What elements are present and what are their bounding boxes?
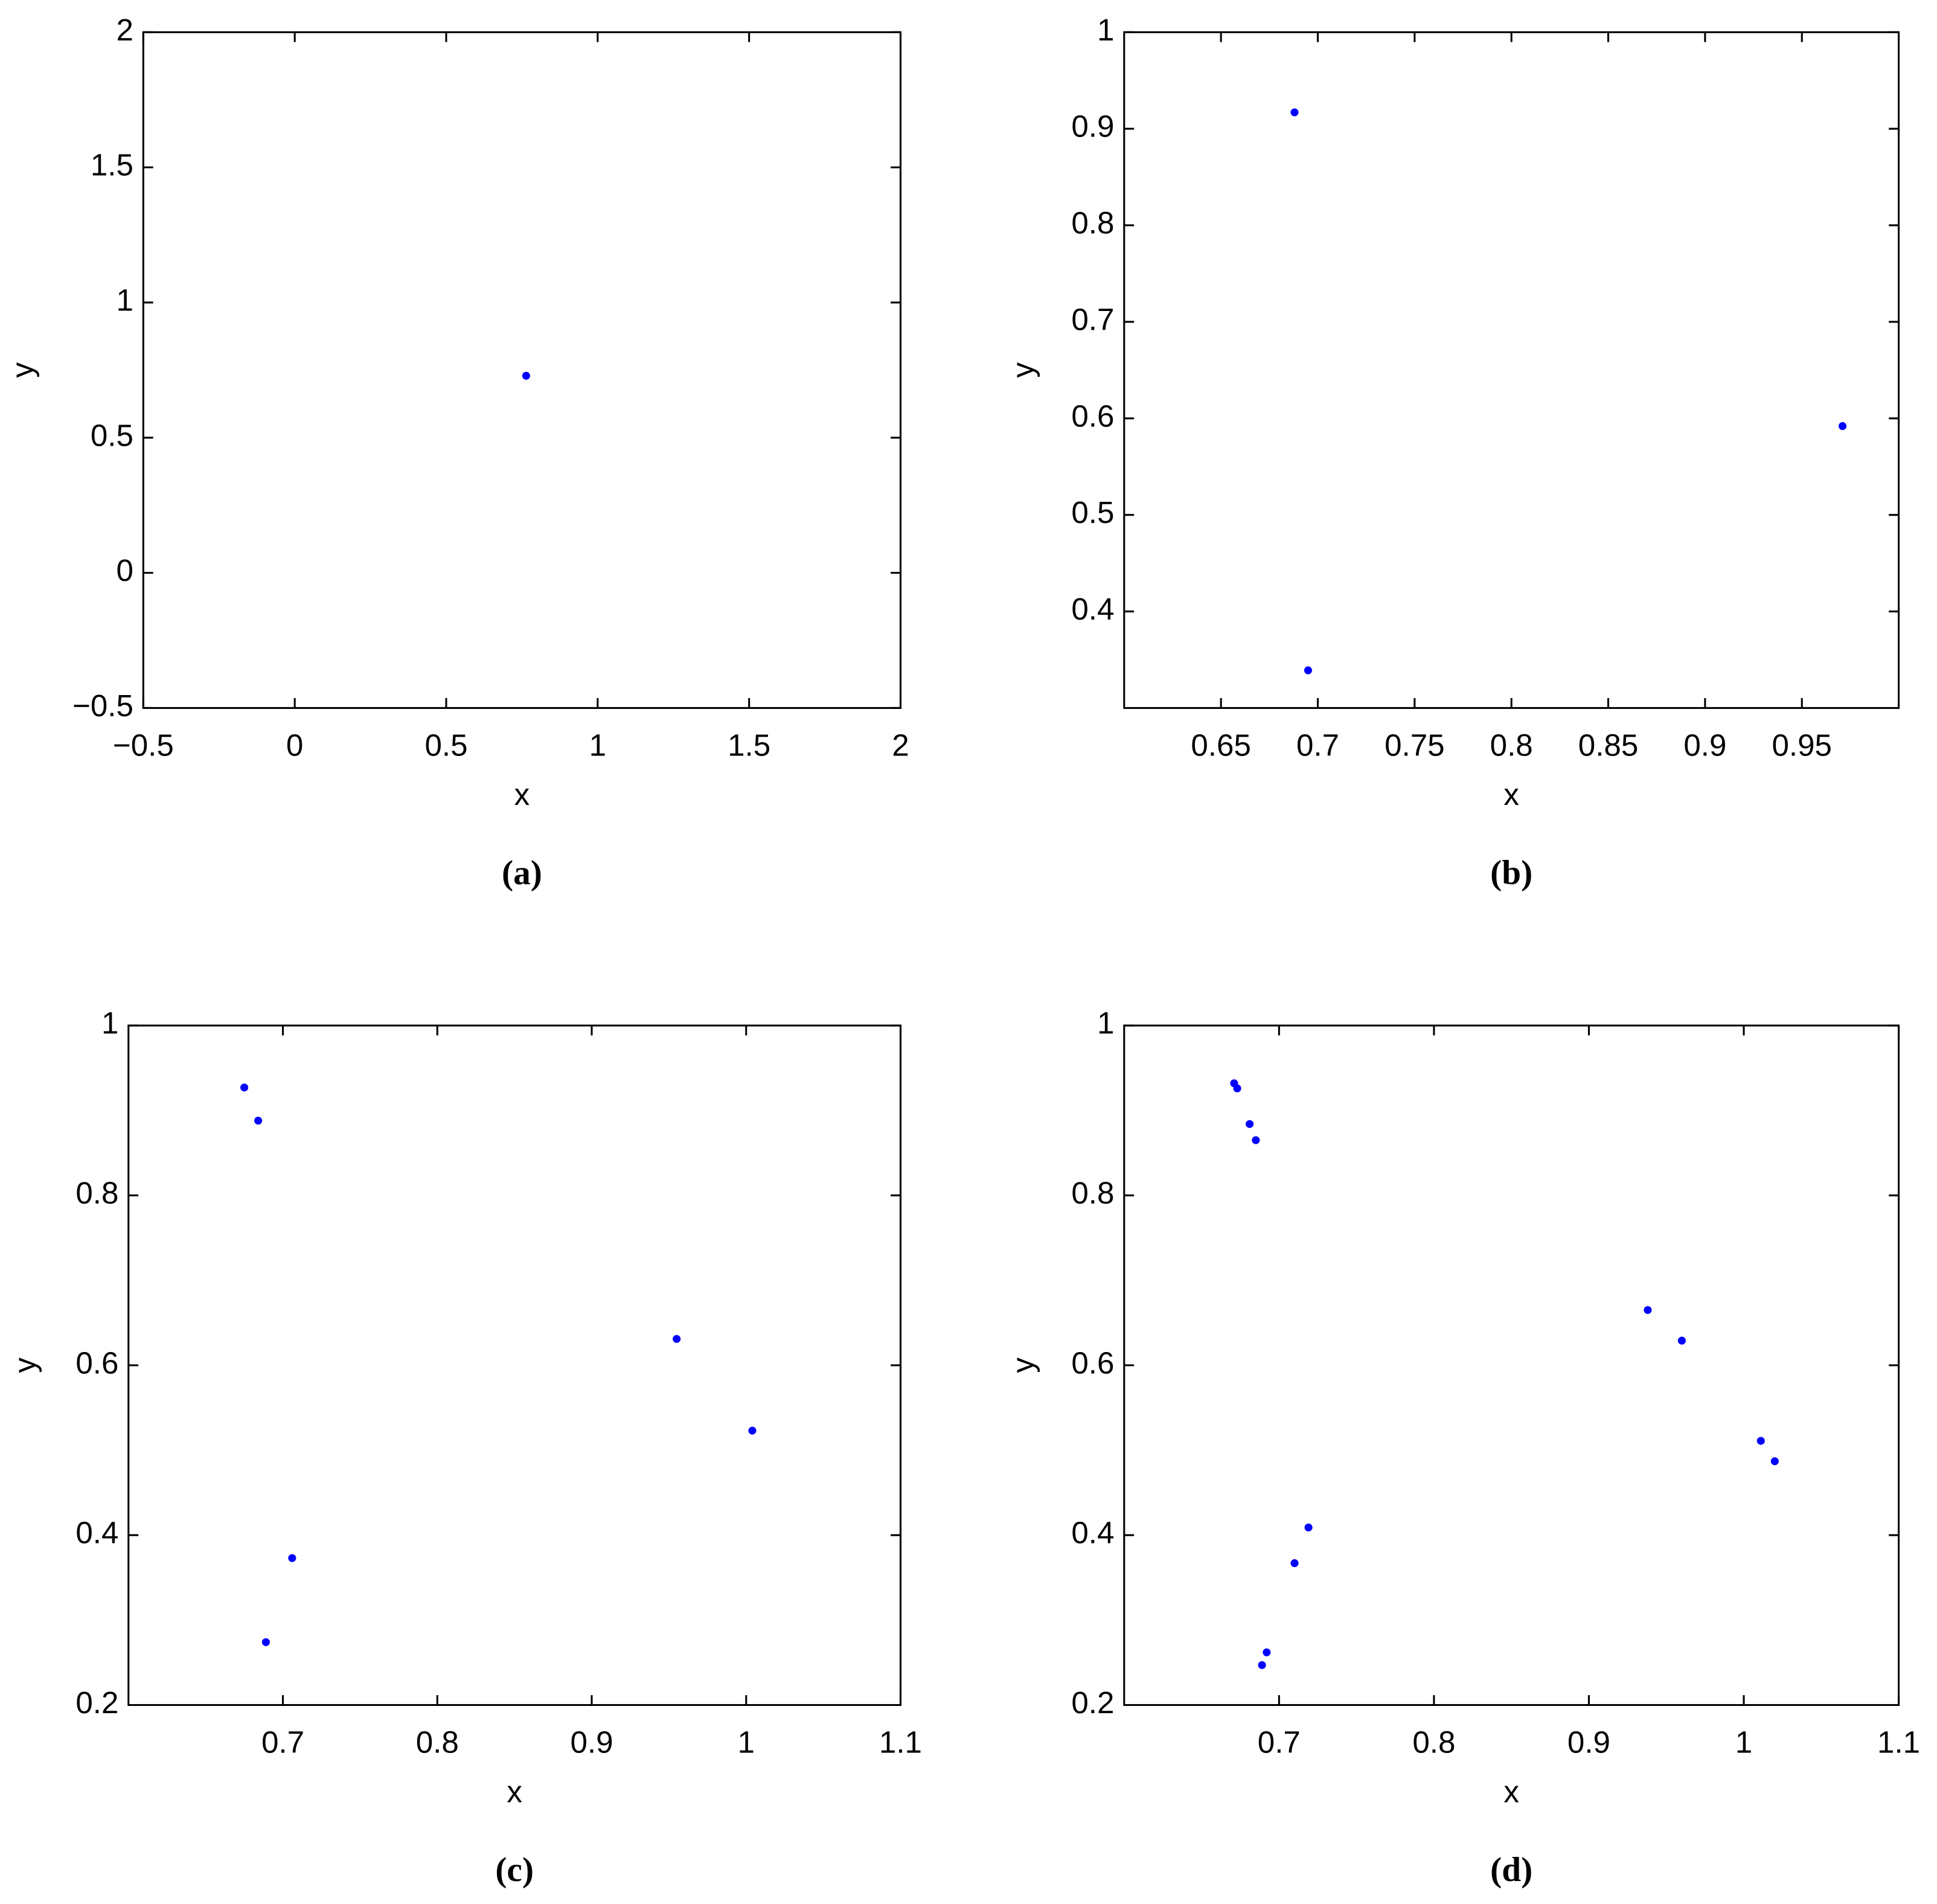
y-tick-label: 1 [117, 283, 133, 317]
y-tick-label: 0.5 [91, 418, 133, 452]
point [261, 1638, 270, 1646]
plot-frame [1123, 31, 1900, 709]
x-tick-label: 1 [589, 728, 606, 762]
x-tick-label: 0.5 [424, 728, 467, 762]
point [1756, 1437, 1765, 1445]
x-tick-label: 0.9 [1683, 728, 1726, 762]
point [1252, 1136, 1260, 1144]
x-tick-label: 1.1 [879, 1725, 922, 1759]
x-tick-label: 0.85 [1578, 728, 1639, 762]
point [1290, 1559, 1299, 1568]
point [1677, 1336, 1686, 1345]
point [1304, 1523, 1313, 1532]
y-tick-label: 0 [117, 553, 133, 588]
x-tick-label: 1 [738, 1725, 755, 1759]
point [254, 1117, 263, 1125]
y-tick-label: −0.5 [72, 688, 133, 723]
point [1770, 1457, 1779, 1466]
y-tick-label: 0.5 [1071, 495, 1114, 530]
point [1839, 422, 1847, 431]
x-tick-label: 0.95 [1772, 728, 1832, 762]
x-tick-label: 0 [286, 728, 303, 762]
y-tick-label: 0.4 [1071, 592, 1114, 626]
point [1233, 1084, 1241, 1092]
y-tick-label: 0.4 [1071, 1516, 1114, 1550]
point [240, 1083, 249, 1092]
x-tick-label: 1.5 [728, 728, 770, 762]
y-axis-label: y [8, 1357, 42, 1373]
x-tick-label: 0.7 [261, 1725, 304, 1759]
caption: (c) [495, 1851, 534, 1889]
y-tick-label: 0.8 [1071, 1176, 1114, 1210]
plot-frame [1123, 1024, 1900, 1707]
plot-frame [127, 1024, 902, 1707]
x-tick-label: 1 [1735, 1725, 1752, 1759]
y-tick-label: 1 [1097, 1006, 1114, 1040]
point [1258, 1661, 1266, 1669]
y-tick-label: 1.5 [91, 148, 133, 182]
caption: (b) [1490, 854, 1532, 892]
caption: (a) [502, 854, 542, 892]
plot-frame [142, 31, 902, 709]
point [748, 1426, 757, 1435]
y-tick-label: 0.6 [1071, 1345, 1114, 1380]
point [1263, 1648, 1271, 1656]
y-tick-label: 0.6 [75, 1345, 118, 1380]
point [1304, 666, 1312, 675]
x-axis-label: x [507, 1774, 522, 1809]
y-tick-label: 1 [101, 1006, 118, 1040]
x-axis-label: x [1503, 1774, 1519, 1809]
x-tick-label: 0.8 [416, 1725, 459, 1759]
point [1246, 1120, 1254, 1128]
y-tick-label: 0.8 [1071, 206, 1114, 240]
y-axis-label: y [5, 362, 39, 378]
x-tick-label: 1.1 [1877, 1725, 1920, 1759]
y-tick-label: 0.2 [1071, 1685, 1114, 1720]
y-tick-label: 0.6 [1071, 399, 1114, 433]
x-tick-label: 0.8 [1490, 728, 1533, 762]
x-tick-label: −0.5 [113, 728, 174, 762]
x-tick-label: 0.65 [1191, 728, 1251, 762]
x-tick-label: 0.9 [570, 1725, 613, 1759]
y-tick-label: 0.4 [75, 1516, 118, 1550]
point [673, 1335, 681, 1343]
caption: (d) [1490, 1851, 1532, 1889]
y-tick-label: 0.9 [1071, 109, 1114, 144]
x-axis-label: x [514, 777, 530, 812]
x-tick-label: 0.8 [1412, 1725, 1455, 1759]
y-tick-label: 0.8 [75, 1176, 118, 1210]
x-tick-label: 0.75 [1385, 728, 1445, 762]
y-tick-label: 2 [117, 13, 133, 47]
y-tick-label: 0.7 [1071, 302, 1114, 336]
point [1644, 1306, 1652, 1314]
y-tick-label: 0.2 [75, 1685, 118, 1720]
y-tick-label: 1 [1097, 13, 1114, 47]
point [522, 371, 530, 380]
x-axis-label: x [1503, 777, 1519, 812]
x-tick-label: 0.7 [1296, 728, 1339, 762]
point [288, 1554, 296, 1562]
x-tick-label: 0.7 [1258, 1725, 1301, 1759]
y-axis-label: y [1006, 362, 1040, 378]
x-tick-label: 2 [892, 728, 909, 762]
y-axis-label: y [1006, 1357, 1040, 1373]
x-tick-label: 0.9 [1567, 1725, 1610, 1759]
point [1290, 108, 1299, 117]
